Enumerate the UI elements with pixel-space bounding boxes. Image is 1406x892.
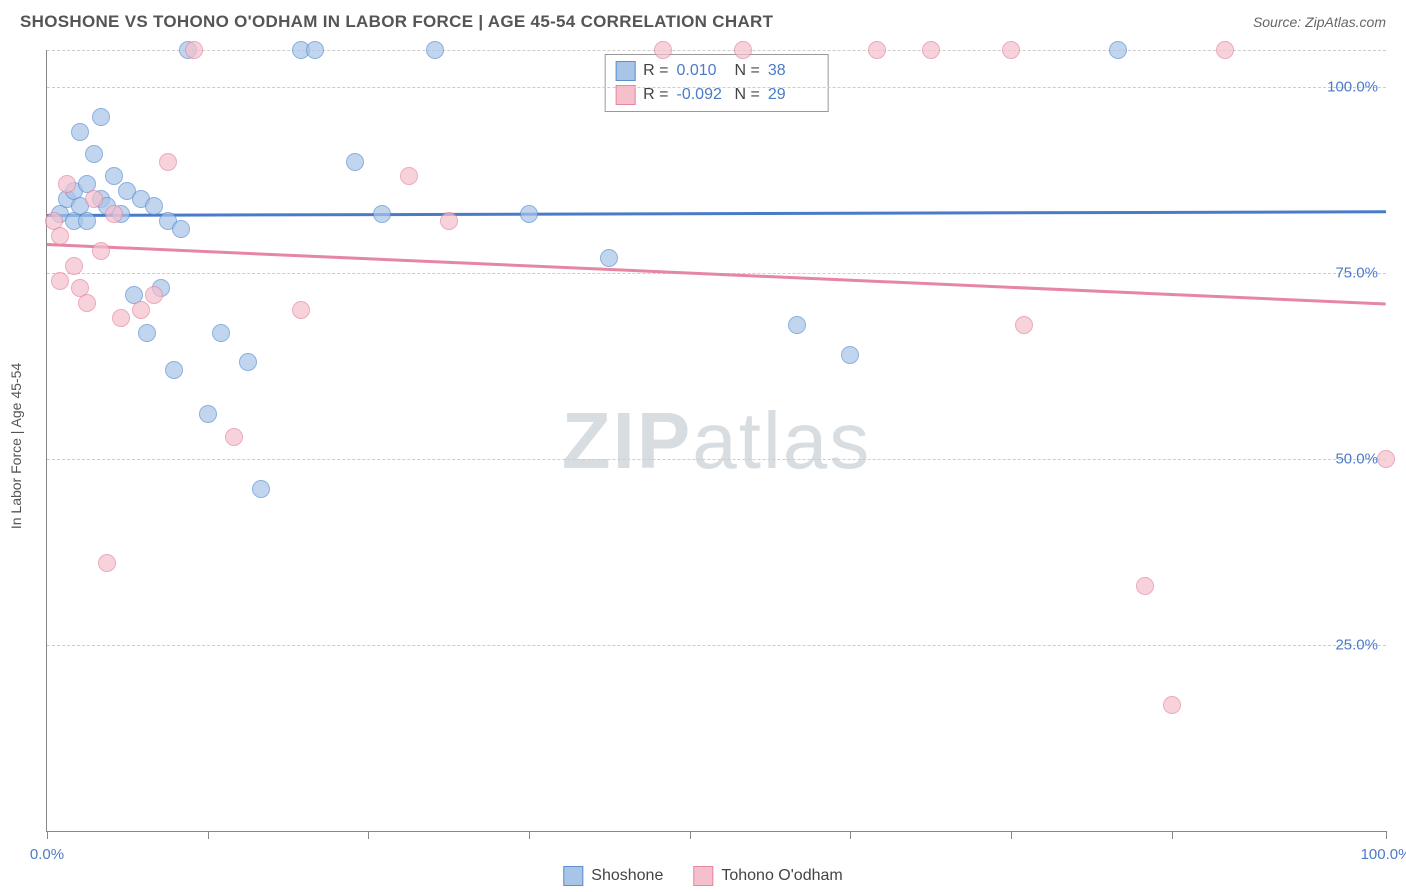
- trend-line: [47, 243, 1386, 305]
- n-label: N =: [735, 86, 760, 104]
- r-label: R =: [643, 86, 668, 104]
- chart-title: SHOSHONE VS TOHONO O'ODHAM IN LABOR FORC…: [20, 12, 773, 32]
- data-point: [292, 301, 310, 319]
- gridline-h: [47, 87, 1386, 88]
- data-point: [98, 554, 116, 572]
- data-point: [788, 316, 806, 334]
- y-axis-label: In Labor Force | Age 45-54: [8, 363, 24, 529]
- data-point: [1002, 41, 1020, 59]
- trend-line: [47, 210, 1386, 216]
- data-point: [92, 108, 110, 126]
- data-point: [85, 145, 103, 163]
- watermark-zip: ZIP: [562, 396, 692, 485]
- data-point: [252, 480, 270, 498]
- data-point: [1163, 696, 1181, 714]
- data-point: [922, 41, 940, 59]
- data-point: [440, 212, 458, 230]
- data-point: [400, 167, 418, 185]
- data-point: [85, 190, 103, 208]
- data-point: [185, 41, 203, 59]
- data-point: [172, 220, 190, 238]
- data-point: [199, 405, 217, 423]
- data-point: [1377, 450, 1395, 468]
- data-point: [734, 41, 752, 59]
- y-tick-label: 50.0%: [1335, 451, 1378, 468]
- data-point: [105, 205, 123, 223]
- data-point: [71, 123, 89, 141]
- data-point: [51, 272, 69, 290]
- data-point: [138, 324, 156, 342]
- data-point: [520, 205, 538, 223]
- data-point: [1015, 316, 1033, 334]
- legend-swatch-shoshone: [563, 866, 583, 886]
- data-point: [145, 197, 163, 215]
- watermark: ZIPatlas: [562, 395, 871, 487]
- chart-header: SHOSHONE VS TOHONO O'ODHAM IN LABOR FORC…: [0, 0, 1406, 40]
- n-value-shoshone: 38: [768, 62, 818, 80]
- data-point: [373, 205, 391, 223]
- data-point: [600, 249, 618, 267]
- watermark-atlas: atlas: [692, 396, 871, 485]
- data-point: [841, 346, 859, 364]
- gridline-h: [47, 459, 1386, 460]
- x-tick: [1011, 831, 1012, 839]
- n-label: N =: [735, 62, 760, 80]
- data-point: [225, 428, 243, 446]
- x-tick: [529, 831, 530, 839]
- data-point: [78, 212, 96, 230]
- bottom-legend: Shoshone Tohono O'odham: [563, 866, 842, 886]
- data-point: [58, 175, 76, 193]
- data-point: [306, 41, 324, 59]
- legend-item-shoshone: Shoshone: [563, 866, 663, 886]
- n-value-tohono: 29: [768, 86, 818, 104]
- data-point: [112, 309, 130, 327]
- gridline-h: [47, 645, 1386, 646]
- x-tick: [850, 831, 851, 839]
- x-tick: [368, 831, 369, 839]
- stats-row-shoshone: R = 0.010 N = 38: [615, 59, 818, 83]
- data-point: [1109, 41, 1127, 59]
- data-point: [239, 353, 257, 371]
- r-value-tohono: -0.092: [677, 86, 727, 104]
- data-point: [868, 41, 886, 59]
- y-tick-label: 100.0%: [1327, 79, 1378, 96]
- data-point: [426, 41, 444, 59]
- data-point: [159, 153, 177, 171]
- r-value-shoshone: 0.010: [677, 62, 727, 80]
- chart-source: Source: ZipAtlas.com: [1253, 14, 1386, 30]
- data-point: [92, 242, 110, 260]
- x-tick: [1172, 831, 1173, 839]
- y-tick-label: 25.0%: [1335, 637, 1378, 654]
- data-point: [132, 301, 150, 319]
- y-tick-label: 75.0%: [1335, 265, 1378, 282]
- x-tick-label: 100.0%: [1361, 846, 1406, 863]
- data-point: [346, 153, 364, 171]
- data-point: [1136, 577, 1154, 595]
- legend-label-tohono: Tohono O'odham: [721, 867, 842, 885]
- gridline-h: [47, 50, 1386, 51]
- stats-legend: R = 0.010 N = 38 R = -0.092 N = 29: [604, 54, 829, 112]
- r-label: R =: [643, 62, 668, 80]
- legend-swatch-tohono: [693, 866, 713, 886]
- scatter-chart: ZIPatlas R = 0.010 N = 38 R = -0.092 N =…: [46, 50, 1386, 832]
- data-point: [65, 257, 83, 275]
- legend-item-tohono: Tohono O'odham: [693, 866, 842, 886]
- x-tick: [1386, 831, 1387, 839]
- data-point: [105, 167, 123, 185]
- x-tick: [208, 831, 209, 839]
- data-point: [165, 361, 183, 379]
- x-tick: [47, 831, 48, 839]
- data-point: [212, 324, 230, 342]
- data-point: [51, 227, 69, 245]
- data-point: [1216, 41, 1234, 59]
- legend-label-shoshone: Shoshone: [591, 867, 663, 885]
- data-point: [145, 286, 163, 304]
- data-point: [654, 41, 672, 59]
- data-point: [78, 294, 96, 312]
- swatch-shoshone: [615, 61, 635, 81]
- x-tick: [690, 831, 691, 839]
- x-tick-label: 0.0%: [30, 846, 64, 863]
